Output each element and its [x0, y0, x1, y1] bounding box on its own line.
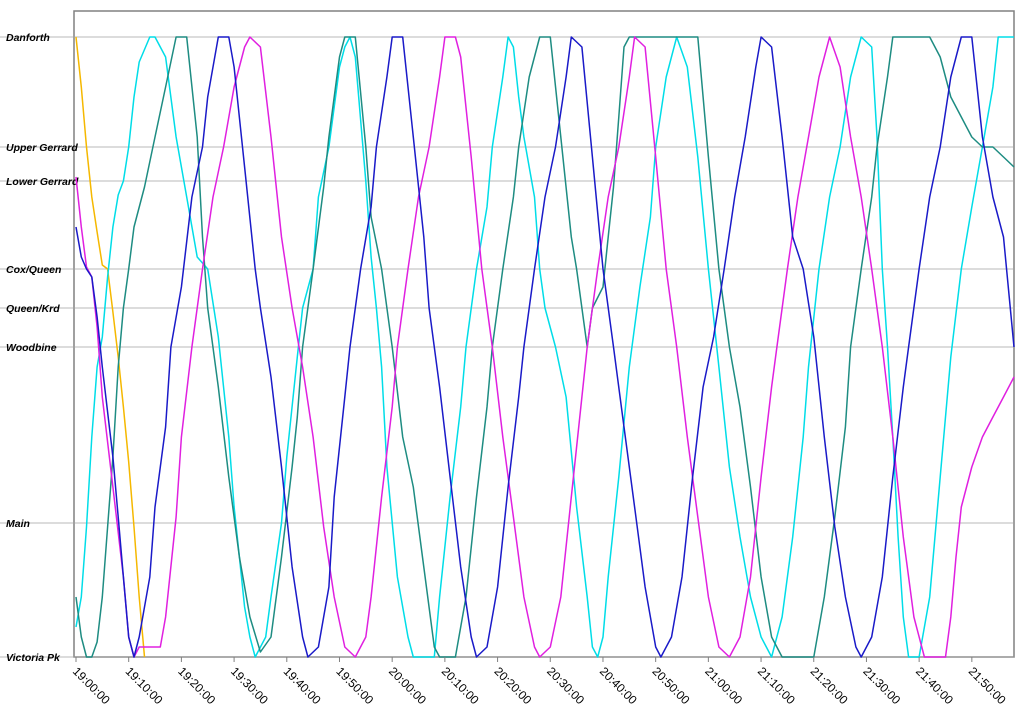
stop-label: Queen/Krd	[6, 303, 60, 315]
x-tick-label: 19:00:00	[70, 664, 113, 707]
series-lines	[75, 36, 1015, 658]
stop-label: Main	[6, 518, 30, 530]
series-line-3	[75, 36, 1015, 658]
stop-labels: Danforth Upper Gerrard Lower Gerrard Cox/Qu…	[6, 32, 79, 664]
stop-label: Cox/Queen	[6, 264, 61, 276]
time-tick-labels: 19:00:00 19:10:00 19:20:00 19:30:00 19:40:00…	[70, 657, 1009, 707]
x-tick-label: 20:20:00	[491, 664, 534, 707]
x-tick-label: 20:40:00	[597, 664, 640, 707]
x-tick-label: 20:30:00	[544, 664, 587, 707]
stop-label: Woodbine	[6, 342, 57, 354]
x-tick-label: 21:00:00	[702, 664, 745, 707]
x-tick-label: 21:30:00	[860, 664, 903, 707]
series-line-1	[75, 36, 1014, 658]
x-tick-label: 21:10:00	[755, 664, 798, 707]
plot-area	[73, 10, 1015, 658]
x-tick-label: 20:50:00	[650, 664, 693, 707]
stop-label: Victoria Pk	[6, 652, 61, 664]
gridlines	[0, 36, 1014, 658]
x-tick-label: 21:20:00	[808, 664, 851, 707]
x-tick-label: 20:10:00	[439, 664, 482, 707]
stop-label: Lower Gerrard	[6, 176, 79, 188]
series-line-4	[75, 36, 1015, 658]
stop-label: Upper Gerrard	[6, 142, 78, 154]
series-line-2	[75, 36, 1015, 658]
x-tick-label: 19:30:00	[228, 664, 271, 707]
series-line-0	[75, 36, 146, 658]
x-tick-label: 19:50:00	[333, 664, 376, 707]
x-tick-label: 19:10:00	[123, 664, 166, 707]
stop-label: Danforth	[6, 32, 50, 44]
x-tick-label: 19:20:00	[175, 664, 218, 707]
x-tick-label: 19:40:00	[281, 664, 324, 707]
x-tick-label: 21:40:00	[913, 664, 956, 707]
x-tick-label: 20:00:00	[386, 664, 429, 707]
x-tick-label: 21:50:00	[966, 664, 1009, 707]
